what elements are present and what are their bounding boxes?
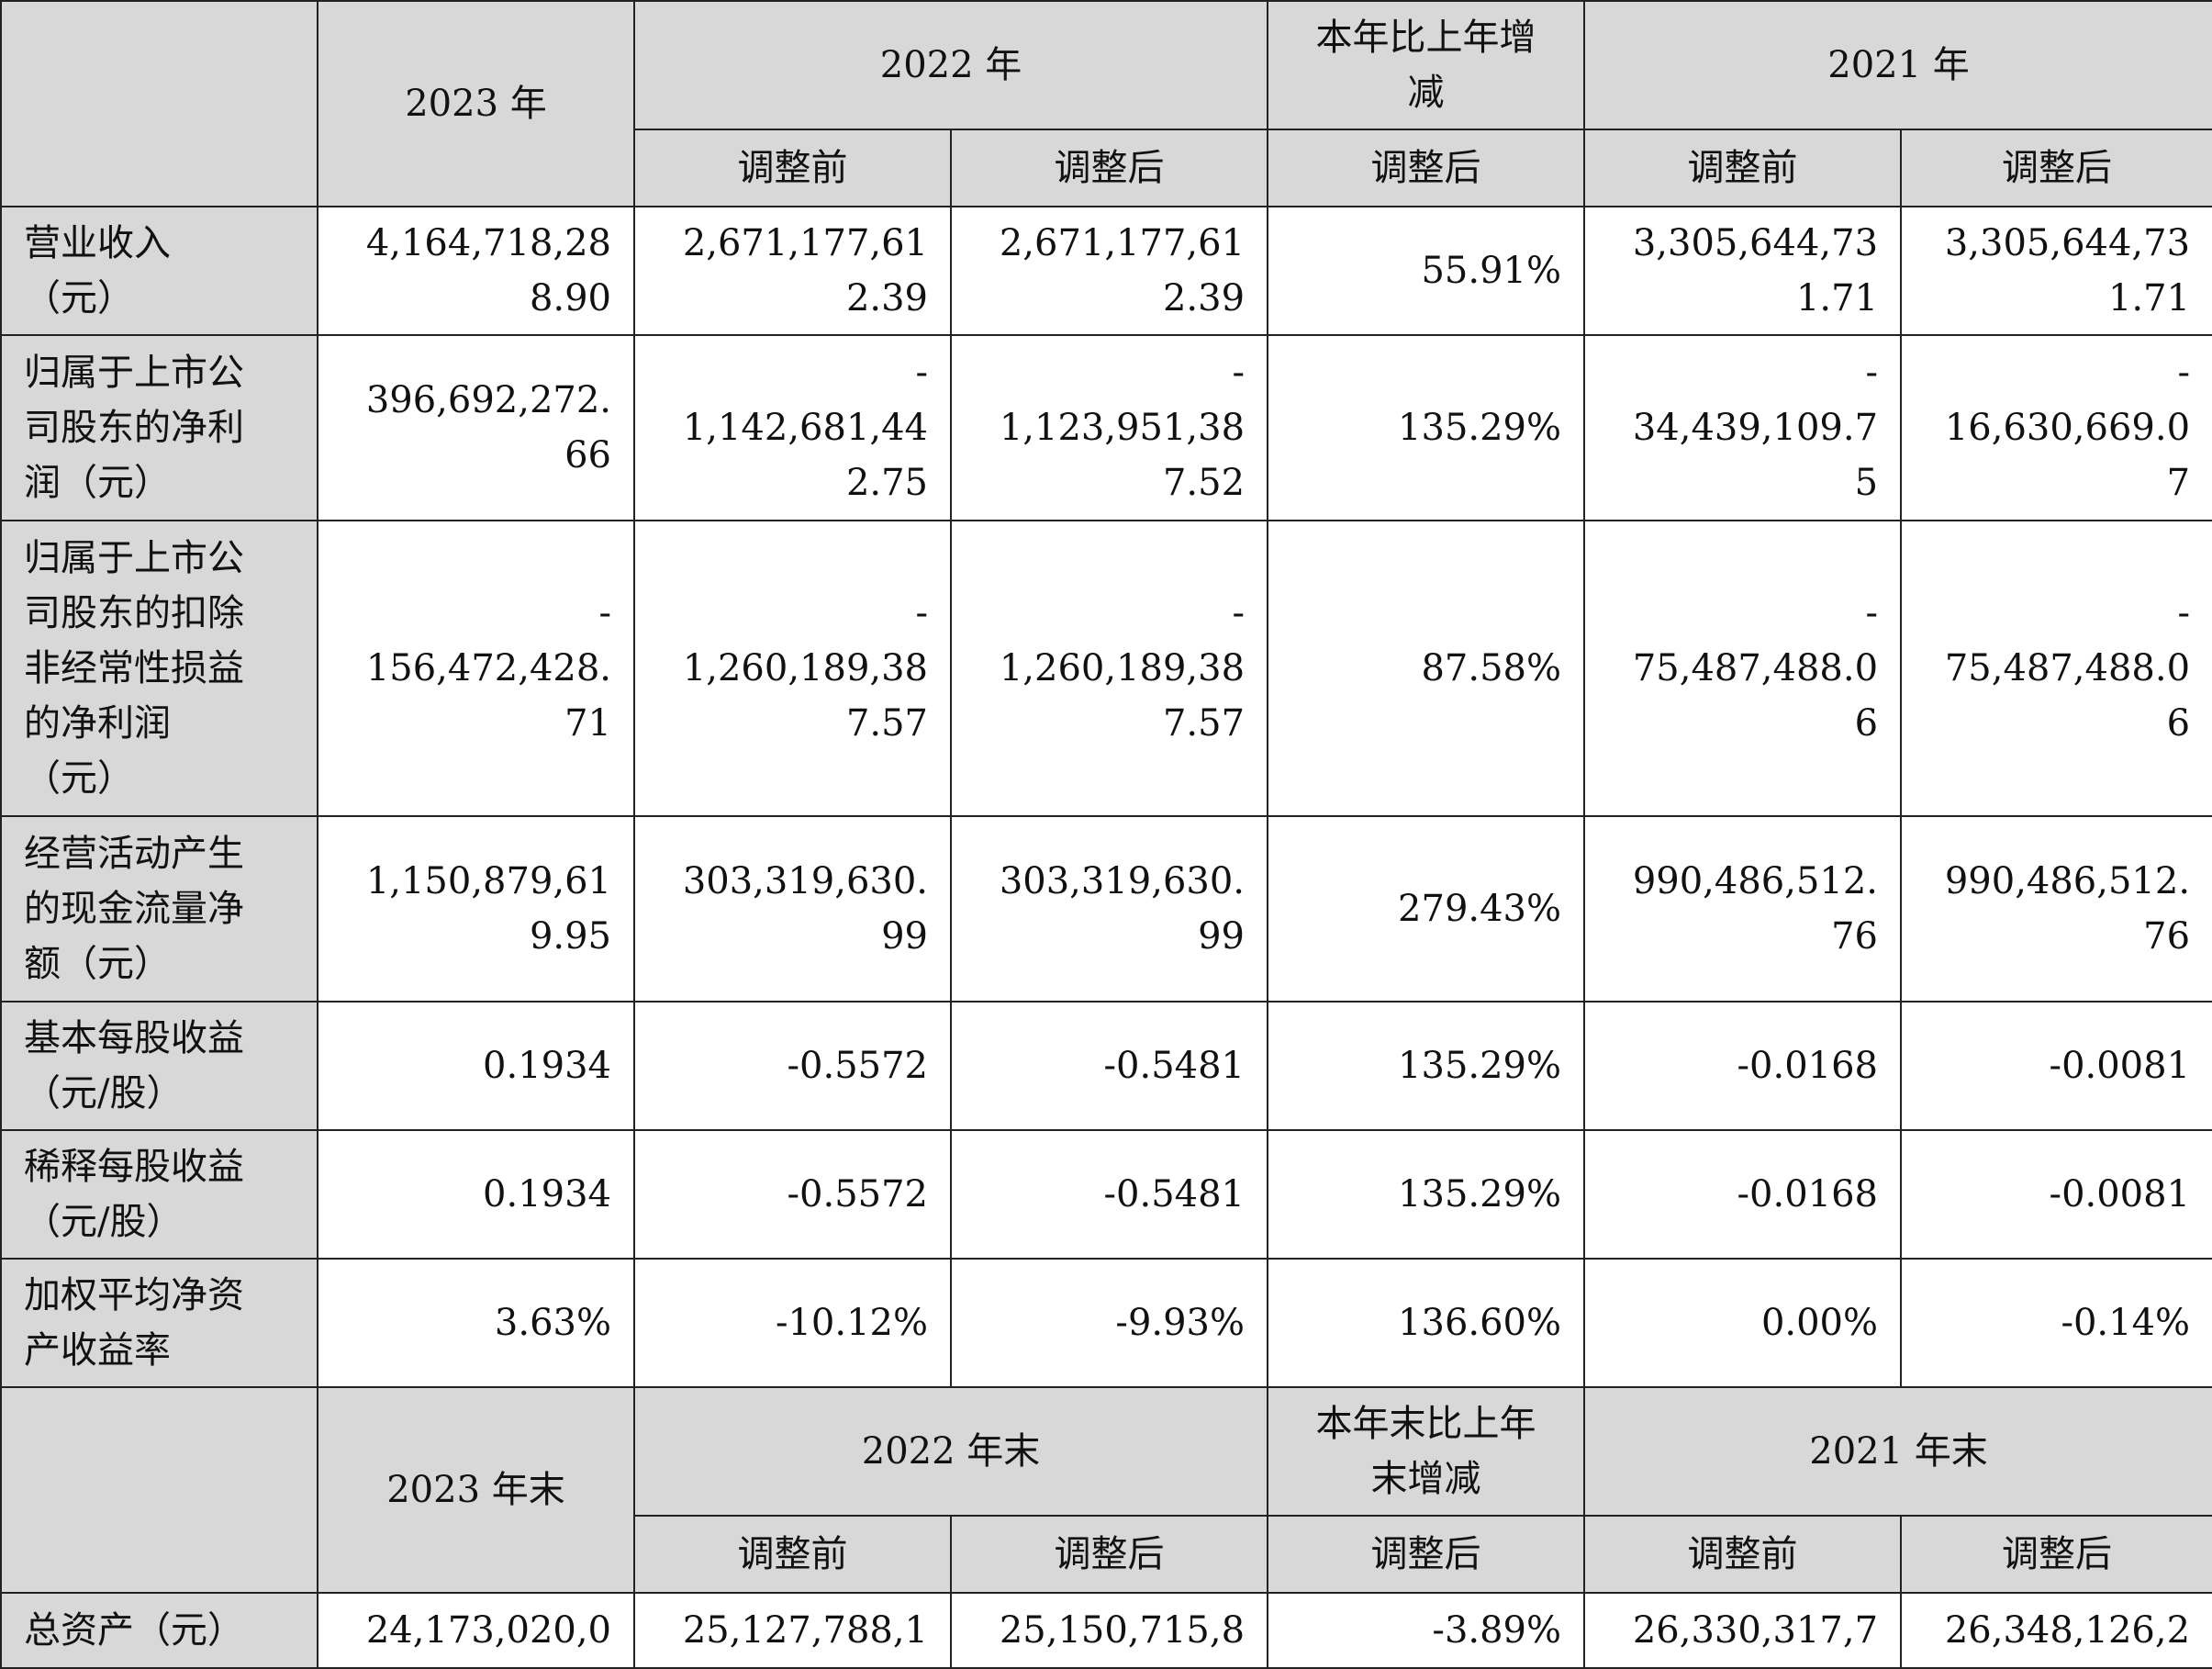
header-2021-end: 2021 年末 [1583, 1386, 2212, 1517]
header-change: 本年比上年增 减 [1267, 0, 1586, 130]
cell-2022-before: -0.5572 [633, 1001, 952, 1131]
cell-2021-after: - 16,630,669.0 7 [1900, 334, 2212, 521]
cell-change: 136.60% [1267, 1258, 1586, 1388]
cell-2023: 1,150,879,61 9.95 [317, 815, 635, 1003]
header-row-year-end: 2023 年末 2022 年末 本年末比上年 末增减 2021 年末 [0, 1386, 2212, 1594]
row-label: 总资产（元） [0, 1592, 318, 1669]
cell-2021-after: -0.0081 [1900, 1001, 2212, 1131]
header-2021-end-after: 调整后 [1900, 1515, 2212, 1594]
cell-2022-before: 303,319,630. 99 [633, 815, 952, 1003]
cell-change: 135.29% [1267, 1129, 1586, 1260]
cell-change: 55.91% [1267, 206, 1586, 336]
table-row: 归属于上市公 司股东的净利 润（元） 396,692,272. 66 - 1,1… [0, 334, 2212, 521]
cell-2022-before: 25,127,788,1 [633, 1592, 952, 1669]
cell-change: 279.43% [1267, 815, 1586, 1003]
header-change-end: 本年末比上年 末增减 [1267, 1386, 1586, 1517]
table-row: 基本每股收益 （元/股） 0.1934 -0.5572 -0.5481 135.… [0, 1001, 2212, 1131]
table-row: 归属于上市公 司股东的扣除 非经常性损益 的净利润 （元） - 156,472,… [0, 520, 2212, 817]
table-row: 营业收入 （元） 4,164,718,28 8.90 2,671,177,61 … [0, 206, 2212, 336]
cell-2021-after: 3,305,644,73 1.71 [1900, 206, 2212, 336]
table-row: 经营活动产生 的现金流量净 额（元） 1,150,879,61 9.95 303… [0, 815, 2212, 1003]
cell-2023: 0.1934 [317, 1129, 635, 1260]
row-label: 归属于上市公 司股东的净利 润（元） [0, 334, 318, 521]
cell-2021-before: 0.00% [1583, 1258, 1903, 1388]
header-blank-cell [0, 0, 318, 207]
header-2022-after: 调整后 [949, 129, 1269, 207]
cell-2021-before: -0.0168 [1583, 1001, 1903, 1131]
cell-2022-after: 2,671,177,61 2.39 [949, 206, 1269, 336]
cell-2021-after: - 75,487,488.0 6 [1900, 520, 2212, 817]
cell-2021-after: 26,348,126,2 [1900, 1592, 2212, 1669]
table-row: 加权平均净资 产收益率 3.63% -10.12% -9.93% 136.60%… [0, 1258, 2212, 1388]
header-2022-end-before: 调整前 [633, 1515, 952, 1594]
cell-2021-before: - 75,487,488.0 6 [1583, 520, 1903, 817]
header-row-adjust: 调整前 调整后 调整后 调整前 调整后 [1, 129, 2212, 207]
cell-2022-before: - 1,142,681,44 2.75 [633, 334, 952, 521]
header-row-years: 2023 年 2022 年 本年比上年增 减 2021 年 [0, 0, 2212, 207]
header-row-year-end-adjust: 调整前 调整后 调整后 调整前 调整后 [1, 1515, 2212, 1594]
header-blank-cell [0, 1386, 318, 1594]
cell-2021-before: -0.0168 [1583, 1129, 1903, 1260]
header-change-end-after: 调整后 [1267, 1515, 1586, 1594]
cell-2022-after: -0.5481 [949, 1129, 1269, 1260]
header-2022-end-after: 调整后 [949, 1515, 1269, 1594]
cell-change: 135.29% [1267, 1001, 1586, 1131]
cell-2022-before: -0.5572 [633, 1129, 952, 1260]
cell-2022-after: -0.5481 [949, 1001, 1269, 1131]
header-2023-end: 2023 年末 [317, 1386, 635, 1594]
header-2021-after: 调整后 [1900, 129, 2212, 207]
header-2021: 2021 年 [1583, 0, 2212, 130]
cell-2023: 3.63% [317, 1258, 635, 1388]
row-label: 加权平均净资 产收益率 [0, 1258, 318, 1388]
cell-change: -3.89% [1267, 1592, 1586, 1669]
cell-2023: 0.1934 [317, 1001, 635, 1131]
cell-2021-before: 26,330,317,7 [1583, 1592, 1903, 1669]
cell-2021-after: 990,486,512. 76 [1900, 815, 2212, 1003]
cell-2022-after: - 1,260,189,38 7.57 [949, 520, 1269, 817]
cell-2023: 24,173,020,0 [317, 1592, 635, 1669]
cell-2022-before: - 1,260,189,38 7.57 [633, 520, 952, 817]
cell-2021-after: -0.0081 [1900, 1129, 2212, 1260]
row-label: 营业收入 （元） [0, 206, 318, 336]
table-row: 稀释每股收益 （元/股） 0.1934 -0.5572 -0.5481 135.… [0, 1129, 2212, 1260]
cell-2022-after: -9.93% [949, 1258, 1269, 1388]
row-label: 归属于上市公 司股东的扣除 非经常性损益 的净利润 （元） [0, 520, 318, 817]
cell-2022-after: 25,150,715,8 [949, 1592, 1269, 1669]
table-row: 总资产（元） 24,173,020,0 25,127,788,1 25,150,… [0, 1592, 2212, 1669]
cell-change: 87.58% [1267, 520, 1586, 817]
header-2022-end: 2022 年末 [632, 1386, 1269, 1517]
header-2023: 2023 年 [317, 0, 635, 207]
row-label: 经营活动产生 的现金流量净 额（元） [0, 815, 318, 1003]
cell-2021-before: - 34,439,109.7 5 [1583, 334, 1903, 521]
row-label: 稀释每股收益 （元/股） [0, 1129, 318, 1260]
header-2021-end-before: 调整前 [1583, 1515, 1903, 1594]
row-label: 基本每股收益 （元/股） [0, 1001, 318, 1131]
header-2022: 2022 年 [632, 0, 1269, 130]
cell-2021-before: 3,305,644,73 1.71 [1583, 206, 1903, 336]
cell-2021-after: -0.14% [1900, 1258, 2212, 1388]
cell-2022-after: 303,319,630. 99 [949, 815, 1269, 1003]
cell-2023: 396,692,272. 66 [317, 334, 635, 521]
header-2022-before: 调整前 [633, 129, 952, 207]
cell-2021-before: 990,486,512. 76 [1583, 815, 1903, 1003]
cell-2022-before: -10.12% [633, 1258, 952, 1388]
cell-change: 135.29% [1267, 334, 1586, 521]
header-2021-before: 调整前 [1583, 129, 1903, 207]
cell-2022-after: - 1,123,951,38 7.52 [949, 334, 1269, 521]
cell-2022-before: 2,671,177,61 2.39 [633, 206, 952, 336]
cell-2023: 4,164,718,28 8.90 [317, 206, 635, 336]
cell-2023: - 156,472,428. 71 [317, 520, 635, 817]
header-change-after: 调整后 [1267, 129, 1586, 207]
